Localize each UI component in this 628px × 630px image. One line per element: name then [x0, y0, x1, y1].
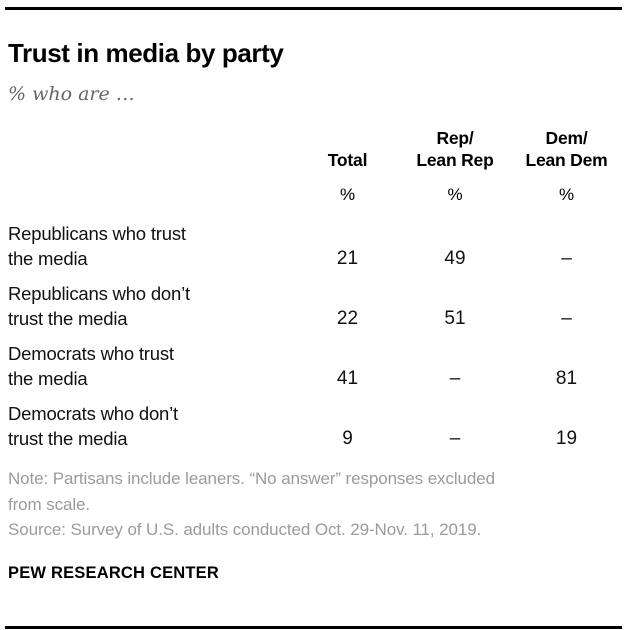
page-title: Trust in media by party — [8, 38, 284, 68]
cell-total: 22 — [336, 308, 359, 329]
note-text-line1: Note: Partisans include leaners. “No ans… — [8, 469, 495, 488]
row-label: Democrats who trust the media — [8, 341, 295, 391]
pew-research-center-wordmark: PEW RESEARCH CENTER — [8, 563, 219, 582]
unit-percent-total: % — [339, 185, 356, 204]
row-label: Republicans who trust the media — [8, 221, 295, 271]
unit-percent-dem: % — [558, 185, 575, 204]
table-row: Democrats who trust the media 41 – 81 — [8, 341, 623, 391]
row-label-line1: Republicans who don’t — [8, 283, 190, 304]
row-label-line2: the media — [8, 248, 88, 269]
column-header-dem-lean-dem: Dem/ Lean Dem — [510, 127, 623, 171]
cell-total: 9 — [342, 428, 353, 449]
row-label-line2: the media — [8, 368, 88, 389]
cell-total: 21 — [336, 248, 359, 269]
row-label: Republicans who don’t trust the media — [8, 281, 295, 331]
table-body: Republicans who trust the media 21 49 – … — [8, 221, 623, 451]
cell-rep: – — [449, 428, 461, 449]
unit-percent-rep: % — [447, 185, 463, 204]
cell-dem: 81 — [555, 368, 578, 389]
cell-rep: 49 — [444, 248, 466, 269]
table-row: Democrats who don’t trust the media 9 – … — [8, 401, 623, 451]
cell-dem: 19 — [555, 428, 578, 449]
row-label: Democrats who don’t trust the media — [8, 401, 295, 451]
column-header-line2: Lean Dem — [525, 150, 608, 170]
row-label-line1: Democrats who trust — [8, 343, 174, 364]
cell-dem: – — [561, 308, 572, 329]
table-row: Republicans who trust the media 21 49 – — [8, 221, 623, 271]
row-label-line1: Democrats who don’t — [8, 403, 178, 424]
cell-rep: 51 — [444, 308, 466, 329]
table-unit-row: % % % — [8, 184, 623, 205]
table-header-row: Total Rep/ Lean Rep Dem/ Lean Dem — [8, 127, 623, 171]
column-header-line2: Lean Rep — [416, 150, 494, 170]
column-header-line2: Total — [327, 150, 368, 170]
cell-total: 41 — [336, 368, 359, 389]
cell-rep: – — [449, 368, 461, 389]
source-text: Source: Survey of U.S. adults conducted … — [8, 520, 482, 539]
column-header-total: Total — [295, 149, 400, 171]
table-row: Republicans who don’t trust the media 22… — [8, 281, 623, 331]
subtitle: % who are … — [8, 83, 135, 105]
row-label-line1: Republicans who trust — [8, 223, 186, 244]
column-header-line1: Rep/ — [436, 128, 474, 148]
bottom-divider — [5, 626, 622, 629]
row-label-line2: trust the media — [8, 308, 128, 329]
column-header-rep-lean-rep: Rep/ Lean Rep — [400, 127, 510, 171]
top-divider — [5, 7, 622, 10]
cell-dem: – — [561, 248, 572, 269]
footnotes: Note: Partisans include leaners. “No ans… — [8, 466, 623, 543]
note-text-line2: from scale. — [8, 494, 91, 514]
figure-card: Trust in media by party % who are … Tota… — [0, 7, 628, 630]
row-label-line2: trust the media — [8, 428, 128, 449]
column-header-line1: Dem/ — [545, 128, 588, 148]
data-table: Total Rep/ Lean Rep Dem/ Lean Dem % % % — [8, 127, 623, 451]
